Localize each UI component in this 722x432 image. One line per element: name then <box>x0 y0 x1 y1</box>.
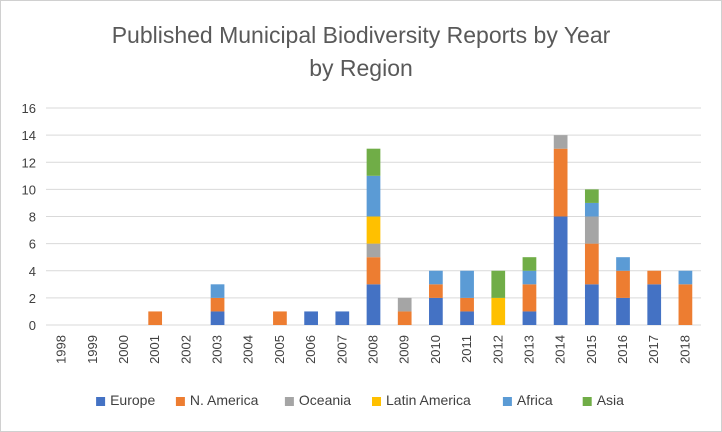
bar-segment <box>429 284 443 298</box>
bar-segment <box>335 311 350 325</box>
x-tick-label: 2005 <box>272 335 287 364</box>
x-tick-label: 2016 <box>615 335 630 364</box>
bar-segment <box>678 284 693 325</box>
bar-segment <box>584 202 599 217</box>
legend-label: N. America <box>190 392 259 408</box>
bar-segment <box>366 243 381 258</box>
bar-segment <box>491 297 506 325</box>
bar-segment <box>429 297 443 325</box>
y-tick-label: 8 <box>29 210 36 225</box>
bar-segment <box>584 284 599 325</box>
bar-segment <box>460 270 474 298</box>
bar-segment <box>491 270 506 298</box>
legend-label: Asia <box>597 392 624 408</box>
legend-item: Latin America <box>372 392 471 408</box>
bar-segment <box>210 284 225 298</box>
bar-segment <box>584 243 599 285</box>
bar-segment <box>273 311 287 325</box>
bar-segment <box>366 284 381 325</box>
legend-swatch <box>502 397 512 406</box>
legend-label: Europe <box>110 392 155 408</box>
bars <box>148 135 693 325</box>
bar-segment <box>522 270 537 285</box>
y-tick-label: 10 <box>22 182 36 197</box>
legend-label: Oceania <box>299 392 351 408</box>
bar-segment <box>366 148 381 176</box>
y-tick-label: 4 <box>29 264 36 279</box>
y-tick-label: 16 <box>22 101 36 116</box>
legend-item: Oceania <box>284 392 351 408</box>
x-tick-label: 2002 <box>178 335 193 364</box>
y-axis-ticks: 0 2 4 6 8 10 12 14 16 <box>22 101 36 333</box>
bar-segment <box>148 311 163 325</box>
bar-segment <box>366 257 381 285</box>
bar-segment <box>678 270 693 285</box>
x-tick-label: 2015 <box>584 335 599 364</box>
x-tick-label: 2009 <box>397 335 412 364</box>
x-tick-label: 2003 <box>210 335 225 364</box>
y-tick-label: 6 <box>29 237 36 252</box>
x-tick-label: 2010 <box>428 335 443 364</box>
bar-segment <box>397 297 412 312</box>
bar-segment <box>460 311 474 325</box>
x-tick-label: 2001 <box>147 335 162 364</box>
bar-segment <box>616 257 630 271</box>
x-tick-label: 2006 <box>303 335 318 364</box>
x-tick-label: 2011 <box>459 335 474 363</box>
x-tick-label: 2013 <box>521 335 536 364</box>
legend-swatch <box>284 397 294 406</box>
bar-segment <box>647 284 662 325</box>
bar-segment <box>366 175 381 217</box>
bar-segment <box>397 311 412 325</box>
chart-title-line-2: by Region <box>309 55 413 81</box>
legend-item: N. America <box>175 392 259 408</box>
bar-segment <box>522 311 537 325</box>
bar-segment <box>647 270 662 285</box>
legend-label: Latin America <box>386 392 471 408</box>
bar-segment <box>522 257 537 271</box>
bar-segment <box>304 311 318 325</box>
legend-swatch <box>582 397 592 406</box>
bar-segment <box>553 135 568 149</box>
bar-segment <box>210 297 225 312</box>
x-tick-label: 2012 <box>490 335 505 364</box>
legend-item: Asia <box>582 392 624 408</box>
bar-segment <box>429 270 443 285</box>
legend-item: Europe <box>96 392 155 408</box>
bar-segment <box>460 297 474 312</box>
legend-swatch <box>96 397 106 406</box>
y-tick-label: 12 <box>22 155 36 170</box>
bar-segment <box>584 189 599 203</box>
legend-item: Africa <box>502 392 553 408</box>
bar-segment <box>366 216 381 244</box>
bar-segment <box>553 148 568 217</box>
x-tick-label: 2014 <box>553 335 568 364</box>
x-tick-label: 1999 <box>85 335 100 364</box>
y-tick-label: 0 <box>29 318 36 333</box>
x-tick-label: 2017 <box>646 335 661 364</box>
x-tick-label: 2004 <box>241 335 256 364</box>
bar-segment <box>210 311 225 325</box>
x-tick-label: 1998 <box>54 335 69 364</box>
y-tick-label: 2 <box>29 291 36 306</box>
legend-label: Africa <box>517 392 553 408</box>
x-axis-ticks: 1998 1999 2000 2001 2002 2003 2004 2005 2006 2007… <box>54 335 693 364</box>
y-tick-label: 14 <box>22 128 36 143</box>
legend: Europe N. America Oceania Latin America Afri… <box>96 392 624 408</box>
bar-segment <box>584 216 599 244</box>
legend-swatch <box>175 397 185 406</box>
legend-swatch <box>372 397 381 406</box>
bar-segment <box>522 284 537 312</box>
x-tick-label: 2000 <box>116 335 131 364</box>
x-tick-label: 2007 <box>334 335 349 364</box>
bar-segment <box>616 270 630 298</box>
x-tick-label: 2018 <box>677 335 692 364</box>
chart-title-line-1: Published Municipal Biodiversity Reports… <box>112 22 611 48</box>
bar-segment <box>553 216 568 325</box>
bar-segment <box>616 297 630 325</box>
x-tick-label: 2008 <box>366 335 381 364</box>
